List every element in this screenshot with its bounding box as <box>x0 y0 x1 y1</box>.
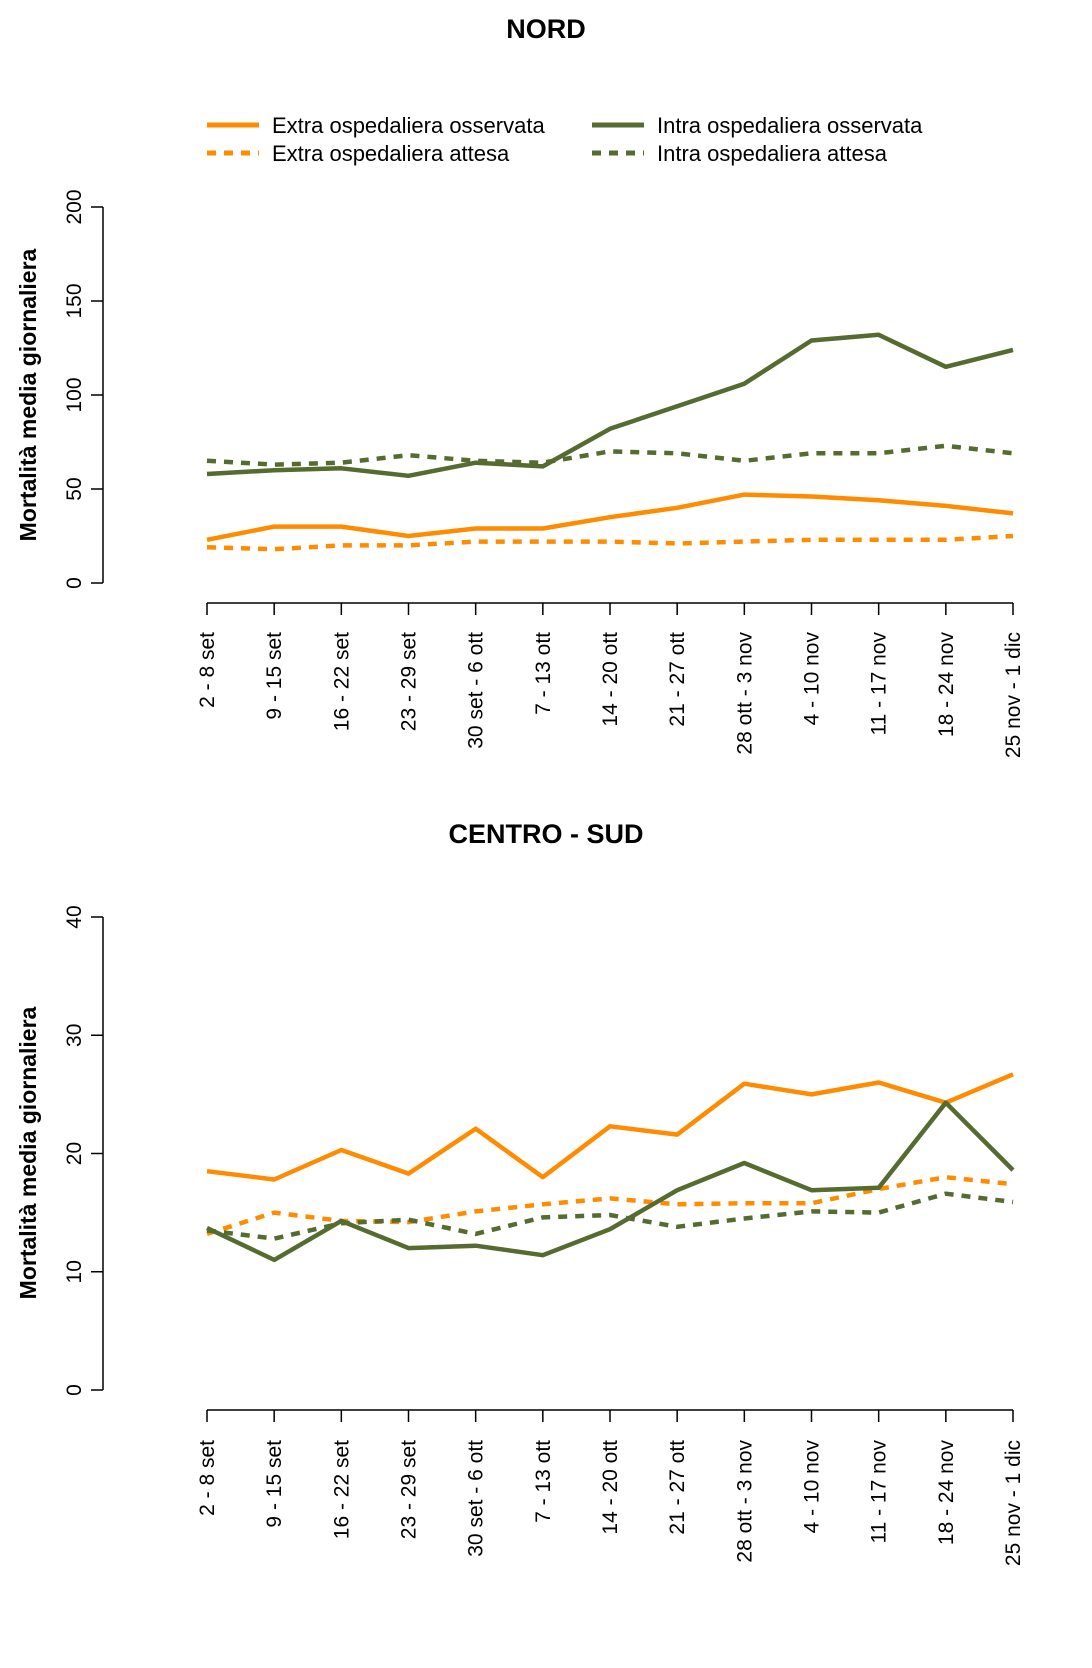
chart2-x-tick-label-1: 9 - 15 set <box>263 1440 286 1528</box>
chart1-x-tick-label-11: 18 - 24 nov <box>935 632 958 738</box>
chart2-y-tick-label-3: 30 <box>63 1024 86 1047</box>
chart2-x-tick-label-11: 18 - 24 nov <box>935 1440 958 1546</box>
chart2-x-tick-label-12: 25 nov - 1 dic <box>1002 1440 1025 1566</box>
chart2-x-tick-label-0: 2 - 8 set <box>196 1440 219 1516</box>
chart1-x-tick-label-6: 14 - 20 ott <box>599 632 622 727</box>
chart2-x-tick-label-8: 28 ott - 3 nov <box>733 1440 756 1563</box>
chart1-x-tick-label-10: 11 - 17 nov <box>868 632 891 736</box>
chart1-y-tick-label-4: 200 <box>63 189 86 224</box>
legend-label-4: Intra ospedaliera attesa <box>657 141 888 166</box>
chart1-title: NORD <box>506 14 586 44</box>
chart2-x-tick-label-2: 16 - 22 set <box>330 1440 353 1539</box>
chart2-x-tick-label-3: 23 - 29 set <box>398 1440 421 1539</box>
chart2-y-tick-label-1: 10 <box>63 1260 86 1283</box>
chart1-y-tick-label-0: 0 <box>63 577 86 589</box>
chart1-x-tick-label-2: 16 - 22 set <box>330 632 353 731</box>
chart1-series-4-line <box>206 443 1014 467</box>
chart2-series-4-line <box>206 1191 1014 1241</box>
chart1-series-1-line <box>206 492 1014 543</box>
chart2-y-tick-label-4: 40 <box>63 905 86 928</box>
chart1-x-tick-label-9: 4 - 10 nov <box>801 632 824 726</box>
chart2-x-tick-label-4: 30 set - 6 ott <box>465 1440 488 1557</box>
chart2-title: CENTRO - SUD <box>449 819 644 849</box>
chart2-x-tick-label-7: 21 - 27 ott <box>666 1440 689 1535</box>
chart1-y-tick-label-2: 100 <box>63 377 86 412</box>
legend-label-1: Extra ospedaliera osservata <box>272 113 545 138</box>
chart2-y-tick-label-2: 20 <box>63 1142 86 1165</box>
chart2-x-tick-label-10: 11 - 17 nov <box>868 1440 891 1544</box>
chart2-series-1-line <box>206 1072 1014 1182</box>
chart2-series-3-line <box>206 1100 1015 1263</box>
chart1-x-tick-label-1: 9 - 15 set <box>263 632 286 720</box>
chart1-y-tick-label-1: 50 <box>63 477 86 500</box>
chart1-x-tick-label-0: 2 - 8 set <box>196 632 219 708</box>
chart1-x-tick-label-8: 28 ott - 3 nov <box>733 632 756 755</box>
chart1-x-tick-label-4: 30 set - 6 ott <box>465 632 488 749</box>
chart1-series-2-line <box>206 533 1014 552</box>
chart1-x-tick-label-3: 23 - 29 set <box>398 632 421 731</box>
chart1-series-3-line <box>206 332 1014 479</box>
chart2-y-axis-label: Mortalità media giornaliera <box>15 1006 41 1299</box>
chart1-y-axis-label: Mortalità media giornaliera <box>15 248 41 541</box>
legend-label-3: Intra ospedaliera osservata <box>657 113 923 138</box>
chart2-x-tick-label-5: 7 - 13 ott <box>532 1440 555 1523</box>
chart1-x-tick-label-5: 7 - 13 ott <box>532 632 555 715</box>
chart1-x-tick-label-12: 25 nov - 1 dic <box>1002 632 1025 758</box>
chart1-x-tick-label-7: 21 - 27 ott <box>666 632 689 727</box>
chart2-x-tick-label-9: 4 - 10 nov <box>801 1440 824 1534</box>
legend-label-2: Extra ospedaliera attesa <box>272 141 510 166</box>
chart2-x-tick-label-6: 14 - 20 ott <box>599 1440 622 1535</box>
chart1-y-tick-label-3: 150 <box>63 283 86 318</box>
chart2-y-tick-label-0: 0 <box>63 1384 86 1396</box>
